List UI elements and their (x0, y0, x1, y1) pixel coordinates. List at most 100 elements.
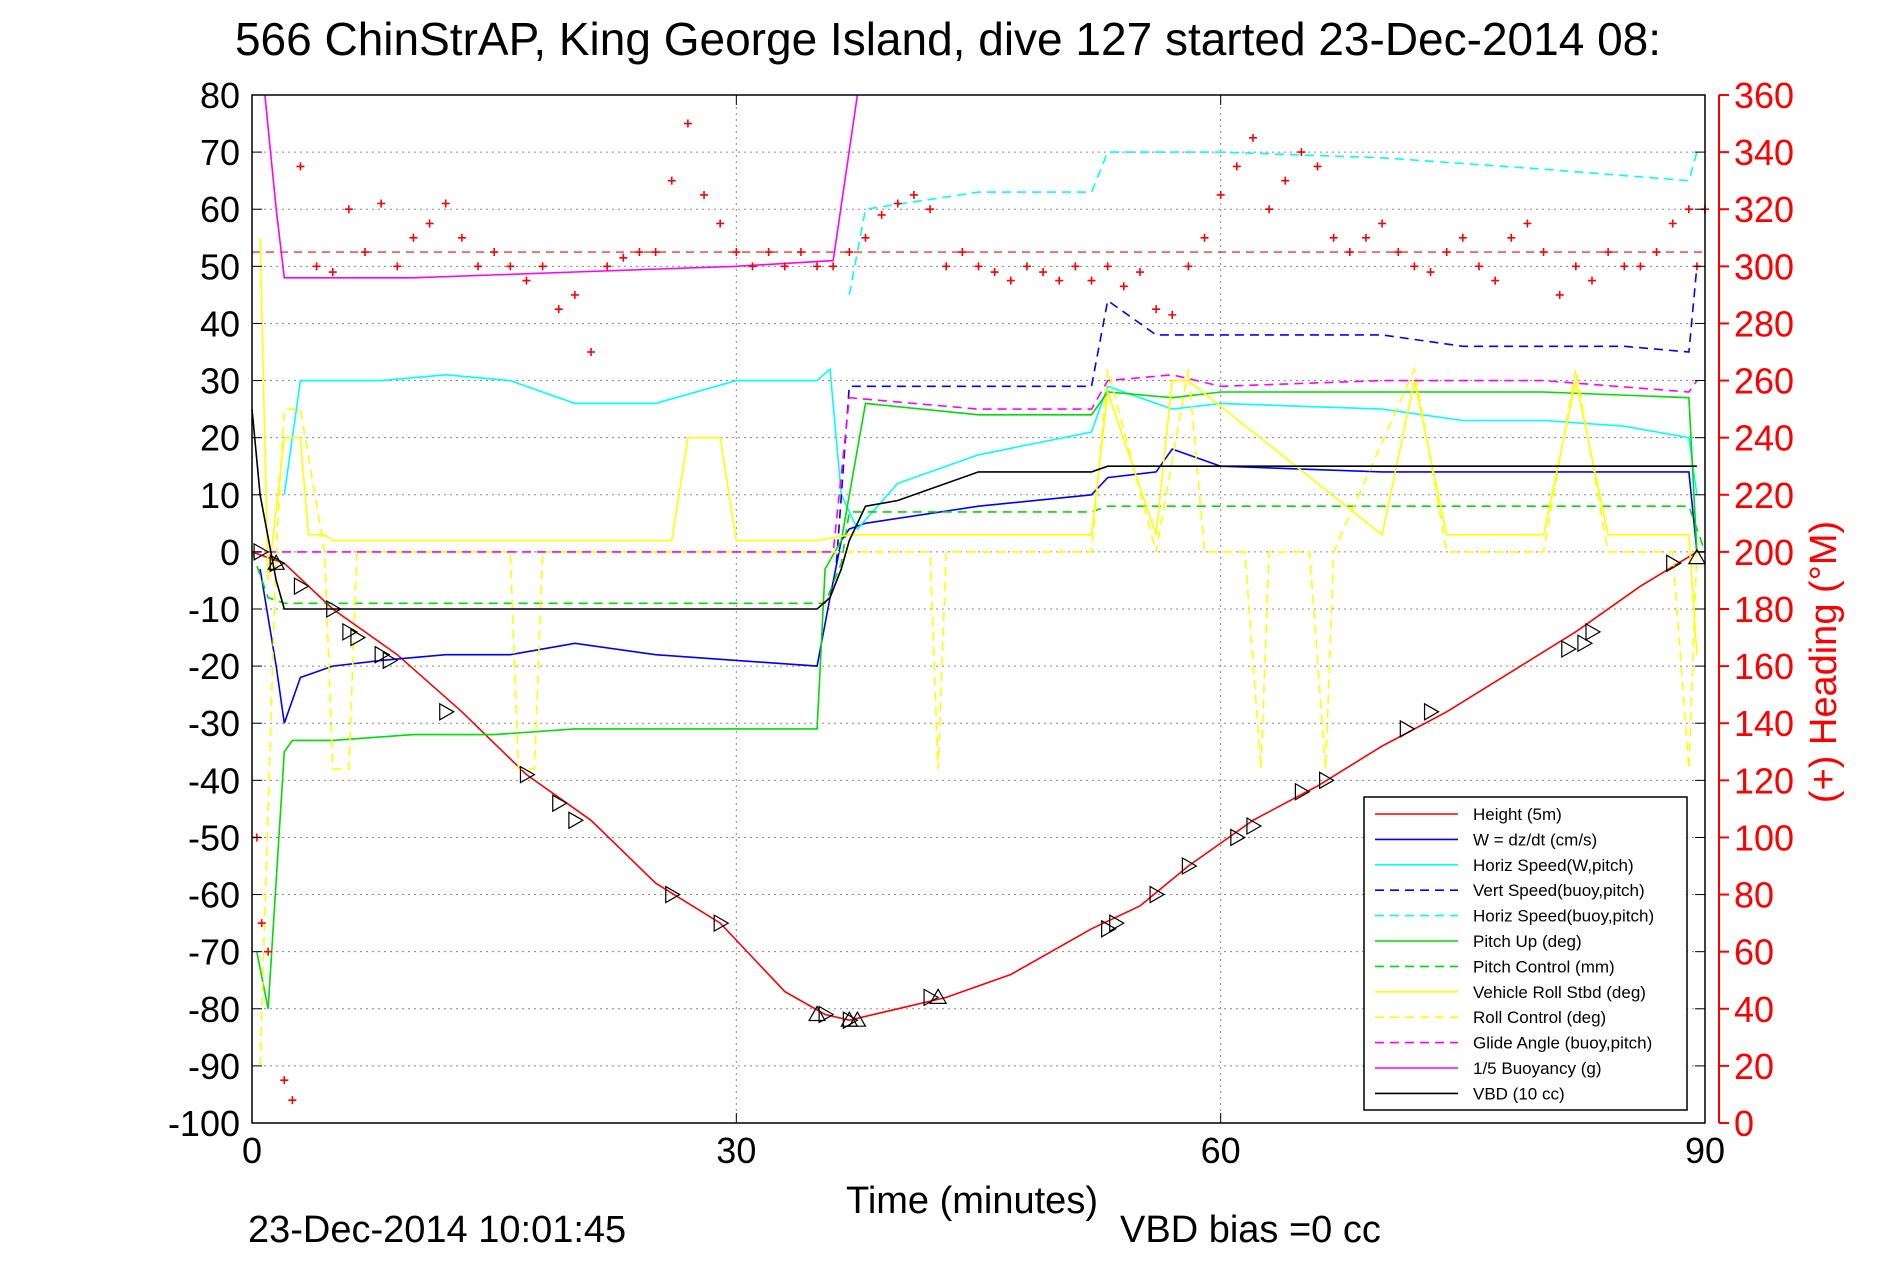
x-axis: 0 30 60 90 (242, 95, 1725, 1171)
y2-tick-label: 100 (1734, 817, 1794, 858)
triangle-marker-right (665, 885, 681, 904)
y-tick-label: -20 (188, 646, 240, 687)
heading-marker (1555, 290, 1564, 299)
heading-marker (1119, 282, 1128, 291)
heading-marker (1410, 262, 1419, 271)
heading-marker (651, 248, 660, 257)
legend-label: Vert Speed(buoy,pitch) (1473, 881, 1645, 900)
heading-marker (764, 248, 773, 257)
heading-marker (635, 248, 644, 257)
y2-tick-label: 260 (1734, 361, 1794, 402)
heading-marker (457, 233, 466, 242)
y-tick-label: 0 (220, 532, 240, 573)
heading-marker (288, 1096, 297, 1105)
heading-marker (603, 262, 612, 271)
series-line (264, 94, 859, 279)
y2-tick-label: 320 (1734, 189, 1794, 230)
triangle-marker-right (293, 577, 310, 596)
heading-marker (1184, 262, 1193, 271)
y2-axis-label: (+) Heading (°M) (1803, 521, 1845, 803)
heading-marker (1474, 262, 1483, 271)
triangle-marker-right (1246, 816, 1263, 836)
heading-marker (1378, 219, 1387, 228)
heading-marker (1604, 248, 1613, 257)
heading-marker (1297, 148, 1306, 157)
triangle-marker-right (439, 702, 455, 721)
y-tick-label: -90 (188, 1046, 240, 1087)
heading-marker (1442, 248, 1451, 257)
y-tick-label: 50 (200, 246, 240, 287)
heading-marker (280, 1076, 289, 1085)
legend-label: Height (5m) (1473, 805, 1562, 824)
y-tick-label: -50 (188, 817, 240, 858)
series-line (848, 151, 1698, 296)
legend-box (1363, 796, 1688, 1111)
x-axis-label: Time (minutes) (846, 1180, 1098, 1222)
heading-marker (1071, 262, 1080, 271)
heading-marker (1491, 276, 1500, 285)
heading-marker (264, 947, 273, 956)
heading-marker (926, 205, 935, 214)
series-line (283, 367, 1698, 531)
series-line (251, 409, 1697, 610)
y2-tick-label: 160 (1734, 646, 1794, 687)
heading-marker (796, 248, 805, 257)
triangle-marker-right (1149, 885, 1166, 904)
y-tick-label: 70 (200, 132, 240, 173)
heading-marker (813, 262, 822, 271)
heading-marker (1232, 162, 1241, 171)
y-tick-label: -10 (188, 589, 240, 630)
heading-marker (361, 248, 370, 257)
heading-marker (1248, 133, 1257, 142)
y-tick-label: -30 (188, 703, 240, 744)
y2-tick-label: 200 (1734, 532, 1794, 573)
heading-marker (490, 248, 499, 257)
triangle-marker-up (1687, 548, 1706, 565)
triangle-marker-right (1294, 782, 1311, 801)
triangle-marker-right (1561, 639, 1577, 659)
heading-marker (1458, 233, 1467, 242)
y2-tick-label: 120 (1734, 760, 1794, 801)
y-tick-label: 20 (200, 418, 240, 459)
series-line (251, 505, 1706, 605)
y2-tick-label: 80 (1734, 875, 1774, 916)
heading-marker (942, 262, 951, 271)
heading-marker (845, 248, 854, 257)
triangle-marker-right (519, 765, 536, 784)
heading-markers (252, 119, 1709, 1105)
heading-marker (958, 248, 967, 257)
triangle-marker-right (269, 554, 286, 573)
y2-tick-label: 340 (1734, 132, 1794, 173)
triangle-marker-right (568, 811, 585, 830)
legend-label: Vehicle Roll Stbd (deg) (1473, 983, 1646, 1002)
legend-label: Pitch Control (mm) (1473, 957, 1615, 976)
y-tick-label: 80 (200, 75, 240, 116)
heading-marker (1281, 176, 1290, 185)
heading-marker (1216, 190, 1225, 199)
triangle-marker-right (1101, 919, 1117, 938)
height-markers (253, 542, 1706, 1030)
heading-marker (393, 262, 402, 271)
heading-marker (1684, 205, 1693, 214)
heading-marker (1361, 233, 1370, 242)
heading-marker (506, 262, 515, 271)
triangle-marker-right (1423, 702, 1440, 721)
series-line (835, 266, 1698, 564)
series-line (252, 373, 1698, 553)
heading-marker (1329, 233, 1338, 242)
legend-label: Pitch Up (deg) (1473, 932, 1582, 951)
heading-marker (257, 919, 266, 928)
heading-marker (1265, 205, 1274, 214)
heading-marker (1152, 305, 1161, 314)
triangle-marker-right (382, 651, 399, 670)
heading-marker (1523, 219, 1532, 228)
heading-marker (732, 248, 741, 257)
y2-tick-label: 360 (1734, 75, 1794, 116)
heading-marker (1039, 268, 1048, 277)
heading-marker (1200, 233, 1209, 242)
heading-marker (1587, 276, 1596, 285)
heading-marker (328, 268, 337, 277)
heading-marker (554, 305, 563, 314)
heading-marker (377, 199, 386, 208)
heading-marker (570, 290, 579, 299)
